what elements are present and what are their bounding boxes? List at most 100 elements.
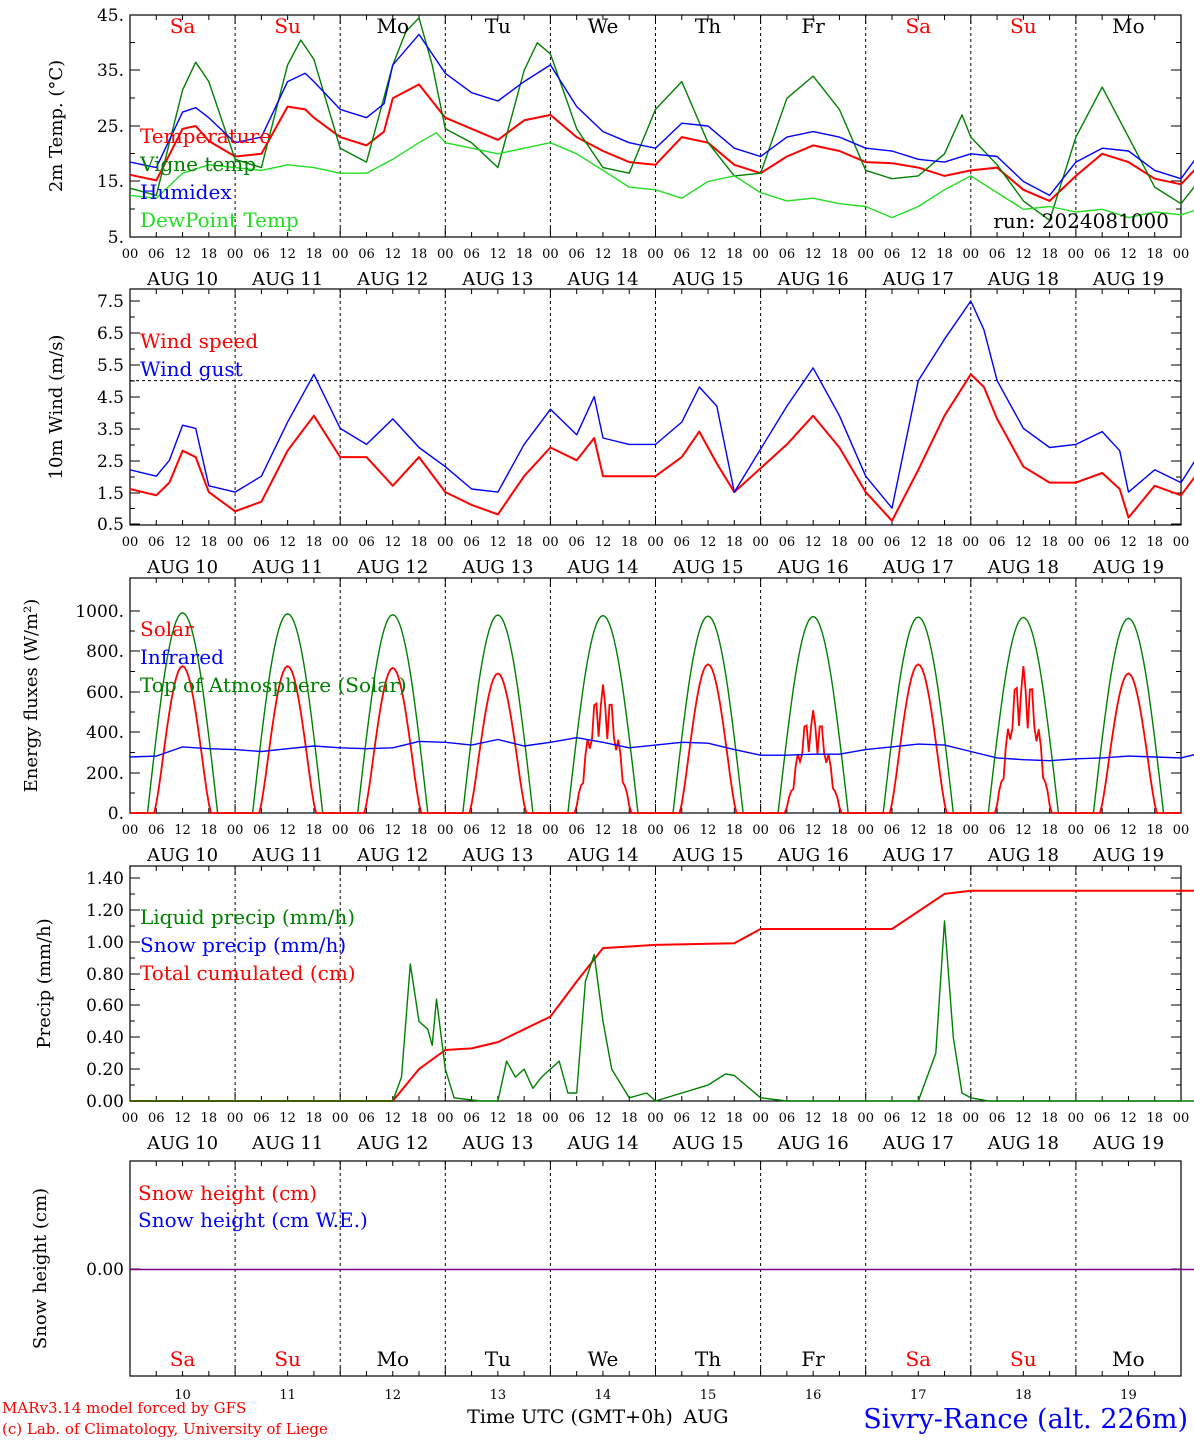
date-label: AUG 11 bbox=[251, 1133, 323, 1154]
day-name-bottom: Mo bbox=[1112, 1347, 1145, 1371]
date-label: AUG 14 bbox=[566, 269, 638, 290]
date-label: AUG 12 bbox=[356, 845, 428, 866]
hour-tick-label: 18 bbox=[1041, 823, 1058, 838]
hour-tick-label: 00 bbox=[542, 535, 559, 550]
hour-tick-label: 12 bbox=[805, 247, 822, 262]
y-tick-label: 45. bbox=[97, 6, 124, 26]
y-tick-label: 0.00 bbox=[86, 1260, 124, 1280]
hour-tick-label: 00 bbox=[857, 1111, 874, 1126]
date-label: AUG 11 bbox=[251, 845, 323, 866]
x-axis-title: Time UTC (GMT+0h) bbox=[467, 1406, 673, 1428]
panel-4: 1.40 1.20 1.00 0.80 0.60 0.40 0.20 0.00 Precip (… bbox=[34, 865, 1194, 1154]
hour-tick-label: 18 bbox=[411, 247, 428, 262]
y-tick-label: 0.20 bbox=[86, 1060, 124, 1080]
hour-tick-label: 00 bbox=[857, 247, 874, 262]
hour-tick-label: 06 bbox=[989, 535, 1006, 550]
hour-tick-label: 12 bbox=[279, 823, 296, 838]
series-vigne-temp bbox=[129, 17, 1194, 222]
hour-tick-label: 06 bbox=[884, 247, 901, 262]
hour-tick-label: 00 bbox=[752, 823, 769, 838]
hour-tick-label: 00 bbox=[1173, 1111, 1190, 1126]
hour-tick-label: 12 bbox=[490, 823, 507, 838]
hour-tick-label: 00 bbox=[332, 535, 349, 550]
legend-entry: Infrared bbox=[140, 645, 224, 669]
hour-tick-label: 18 bbox=[201, 823, 218, 838]
hour-tick-label: 12 bbox=[490, 1111, 507, 1126]
run-annotation: run: 2024081000 bbox=[993, 209, 1169, 233]
hour-tick-label: 12 bbox=[910, 535, 927, 550]
date-label: AUG 10 bbox=[146, 1133, 218, 1154]
date-label: AUG 16 bbox=[777, 557, 849, 578]
hour-tick-label: 00 bbox=[1068, 247, 1085, 262]
hour-tick-label: 00 bbox=[963, 823, 980, 838]
date-label: AUG 14 bbox=[566, 845, 638, 866]
day-number: 16 bbox=[805, 1388, 822, 1403]
date-label: AUG 13 bbox=[461, 557, 533, 578]
hour-tick-label: 00 bbox=[647, 247, 664, 262]
date-label: AUG 19 bbox=[1092, 1133, 1164, 1154]
legend-entry: Top of Atmosphere (Solar) bbox=[140, 673, 407, 697]
day-name-top: Su bbox=[274, 14, 301, 38]
hour-tick-label: 06 bbox=[884, 535, 901, 550]
hour-tick-label: 00 bbox=[227, 247, 244, 262]
series-total-cumulated-cm bbox=[130, 889, 1194, 1102]
panel-5: 0.00 Snow height (cm) Snow height (cm) Snow… bbox=[30, 1160, 1194, 1377]
series-humidex bbox=[129, 33, 1194, 197]
hour-tick-label: 12 bbox=[1120, 535, 1137, 550]
hour-tick-label: 18 bbox=[726, 1111, 743, 1126]
location-title: Sivry-Rance (alt. 226m) bbox=[863, 1404, 1188, 1435]
hour-tick-label: 06 bbox=[148, 535, 165, 550]
hour-tick-label: 06 bbox=[568, 535, 585, 550]
day-name-top: Tu bbox=[485, 14, 511, 38]
hour-tick-label: 00 bbox=[437, 823, 454, 838]
date-label: AUG 12 bbox=[356, 269, 428, 290]
series-infrared bbox=[129, 737, 1194, 762]
hour-tick-label: 06 bbox=[358, 247, 375, 262]
hour-tick-label: 06 bbox=[779, 823, 796, 838]
legend-entry: Vigne temp bbox=[139, 152, 256, 176]
hour-tick-label: 00 bbox=[1173, 823, 1190, 838]
day-name-bottom: Fr bbox=[801, 1347, 825, 1371]
hour-tick-label: 18 bbox=[516, 247, 533, 262]
hour-tick-label: 06 bbox=[463, 247, 480, 262]
hour-tick-label: 18 bbox=[1146, 1111, 1163, 1126]
hour-tick-label: 18 bbox=[831, 1111, 848, 1126]
date-label: AUG 17 bbox=[882, 557, 954, 578]
hour-tick-label: 12 bbox=[279, 535, 296, 550]
hour-tick-label: 06 bbox=[148, 823, 165, 838]
day-name-bottom: Mo bbox=[376, 1347, 409, 1371]
hour-tick-label: 06 bbox=[568, 823, 585, 838]
hour-tick-label: 12 bbox=[279, 1111, 296, 1126]
y-tick-label: 2.5 bbox=[97, 452, 124, 472]
hour-tick-label: 00 bbox=[752, 247, 769, 262]
date-label: AUG 18 bbox=[987, 845, 1059, 866]
day-name-bottom: We bbox=[588, 1347, 619, 1371]
hour-tick-label: 12 bbox=[384, 823, 401, 838]
y-tick-label: 200. bbox=[86, 764, 124, 784]
hour-tick-label: 18 bbox=[516, 1111, 533, 1126]
hour-tick-label: 18 bbox=[621, 247, 638, 262]
hour-tick-label: 00 bbox=[437, 1111, 454, 1126]
date-label: AUG 15 bbox=[671, 557, 743, 578]
hour-tick-label: 00 bbox=[542, 1111, 559, 1126]
hour-tick-label: 12 bbox=[700, 535, 717, 550]
hour-tick-label: 18 bbox=[1146, 823, 1163, 838]
hour-tick-label: 18 bbox=[831, 247, 848, 262]
hour-tick-label: 12 bbox=[805, 1111, 822, 1126]
hour-tick-label: 06 bbox=[989, 823, 1006, 838]
legend-entry: Liquid precip (mm/h) bbox=[140, 905, 355, 929]
hour-tick-label: 18 bbox=[1041, 1111, 1058, 1126]
legend-entry: Wind speed bbox=[140, 329, 258, 353]
y-axis-title: Energy fluxes (W/m²) bbox=[21, 599, 42, 793]
hour-tick-label: 12 bbox=[910, 1111, 927, 1126]
day-name-top: Mo bbox=[376, 14, 409, 38]
date-label: AUG 16 bbox=[777, 1133, 849, 1154]
date-label: AUG 16 bbox=[777, 269, 849, 290]
hour-tick-label: 00 bbox=[752, 535, 769, 550]
hour-tick-label: 12 bbox=[1120, 247, 1137, 262]
hour-tick-label: 12 bbox=[910, 247, 927, 262]
legend-entry: DewPoint Temp bbox=[140, 208, 299, 232]
y-tick-label: 3.5 bbox=[97, 420, 124, 440]
day-name-top: Sa bbox=[170, 14, 196, 38]
hour-tick-label: 18 bbox=[726, 823, 743, 838]
